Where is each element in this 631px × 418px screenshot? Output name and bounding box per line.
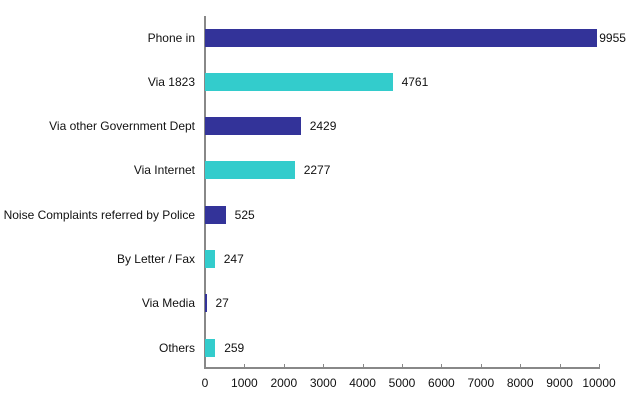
y-axis-line (204, 16, 206, 369)
x-tick (362, 364, 364, 368)
bar (205, 29, 598, 47)
bar (205, 73, 393, 91)
value-label: 2429 (309, 119, 337, 133)
x-tick (520, 364, 522, 368)
bar (205, 161, 295, 179)
value-label: 525 (234, 208, 255, 222)
x-tick (283, 364, 285, 368)
x-tick-label: 3000 (309, 376, 337, 390)
x-tick-label: 1000 (231, 376, 258, 390)
value-label: 2277 (303, 163, 331, 177)
x-tick-label: 0 (201, 376, 209, 390)
value-label: 247 (223, 252, 244, 266)
category-label: By Letter / Fax (116, 252, 195, 266)
bar (205, 206, 226, 224)
x-tick (441, 364, 443, 368)
bar (205, 117, 301, 135)
x-tick (480, 364, 482, 368)
category-label: Via Internet (133, 163, 195, 177)
x-tick-label: 6000 (428, 376, 455, 390)
x-tick (559, 364, 561, 368)
bar (205, 294, 207, 312)
x-tick-label: 8000 (506, 376, 534, 390)
bar (205, 250, 215, 268)
value-label: 27 (215, 296, 229, 310)
value-label: 4761 (401, 75, 429, 89)
x-tick-label: 4000 (349, 376, 376, 390)
x-tick-label: 9000 (546, 376, 573, 390)
category-label: Others (158, 341, 195, 355)
x-tick (244, 364, 246, 368)
x-tick (599, 364, 600, 368)
x-tick (323, 364, 325, 368)
x-tick-label: 2000 (270, 376, 298, 390)
x-tick (205, 364, 206, 368)
x-tick-label: 10000 (582, 376, 616, 390)
category-label: Noise Complaints referred by Police (3, 208, 195, 222)
x-tick (402, 364, 403, 368)
category-label: Via 1823 (147, 75, 195, 89)
x-tick-label: 7000 (467, 376, 495, 390)
category-label: Via Media (141, 296, 195, 310)
value-label: 9955 (599, 31, 626, 45)
x-tick-label: 5000 (388, 376, 416, 390)
category-label: Phone in (147, 31, 195, 45)
value-label: 259 (224, 341, 245, 355)
bar (205, 339, 216, 357)
category-label: Via other Government Dept (49, 119, 195, 133)
